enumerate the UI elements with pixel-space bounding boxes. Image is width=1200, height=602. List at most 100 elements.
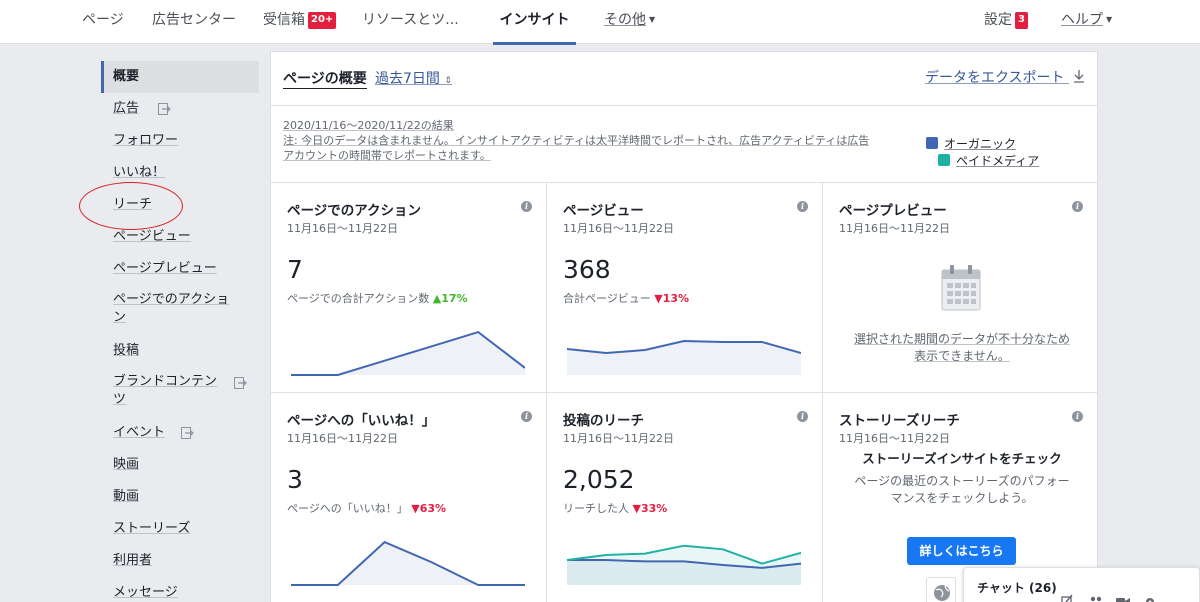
caret-down-icon: ▼ <box>649 15 656 24</box>
sparkline-post-reach <box>567 544 801 585</box>
message-line: 表示できません。 <box>914 349 1010 363</box>
date-range-label: 過去7日間 <box>375 71 440 87</box>
sidebar-item-movies[interactable]: 映画 <box>101 449 259 481</box>
date-range-selector[interactable]: 過去7日間 ⇕ <box>375 70 452 90</box>
card-title: 投稿のリーチ <box>563 413 644 429</box>
card-subtitle: リーチした人 ▼33% <box>563 500 667 516</box>
card-stories-reach[interactable]: ストーリーズリーチ 11月16日〜11月22日 i ストーリーズインサイトをチェ… <box>823 393 1097 602</box>
sidebar-item-label: イベント <box>113 425 166 440</box>
note-line: アカウントの時間帯でレポートされます。 <box>283 149 491 162</box>
nav-tab-insights[interactable]: インサイト <box>493 0 576 45</box>
sidebar-item-label: フォロワー <box>113 133 179 148</box>
export-data-link[interactable]: データをエクスポート <box>925 68 1085 88</box>
nav-tab-resources[interactable]: リソースとツ... <box>362 0 459 44</box>
info-icon[interactable]: i <box>1072 411 1083 422</box>
video-call-icon <box>1116 598 1130 602</box>
sidebar-item-videos[interactable]: 動画 <box>101 481 259 513</box>
nav-help[interactable]: ヘルプ ▼ <box>1061 0 1112 44</box>
trend-value: 33% <box>640 502 668 515</box>
trend-down: ▼13% <box>654 292 690 305</box>
stories-heading: ストーリーズインサイトをチェック <box>862 451 1062 466</box>
sparkline-line <box>291 540 525 586</box>
chart-legend: オーガニック ペイドメディア <box>926 136 1039 170</box>
sidebar-item-label: 映画 <box>113 457 140 472</box>
sidebar-item-label-wrap: ツ <box>113 392 127 407</box>
card-title: ページビュー <box>563 203 644 219</box>
sidebar-item-page-views[interactable]: ページビュー <box>101 221 259 253</box>
nav-tab-label: ページ <box>82 12 124 28</box>
sparkline-line <box>567 544 801 565</box>
nav-tab-page[interactable]: ページ <box>82 0 124 44</box>
sidebar-item-ads[interactable]: 広告 <box>101 93 259 125</box>
chat-toolbar-icons <box>1061 594 1154 602</box>
nav-tab-label: 受信箱 <box>263 12 305 28</box>
nav-settings-label: 設定 <box>984 12 1012 28</box>
card-page-previews[interactable]: ページプレビュー 11月16日〜11月22日 i 選択された期間のデータが不十分… <box>823 183 1097 393</box>
legend-swatch <box>938 154 950 166</box>
sidebar-item-label: 広告 <box>113 101 140 116</box>
sidebar-item-posts[interactable]: 投稿 <box>101 335 259 367</box>
sparkline-page-actions <box>291 330 525 376</box>
info-icon[interactable]: i <box>521 201 532 212</box>
top-navigation: ページ 広告センター 受信箱 20+ リソースとツ... インサイト その他 ▼ 設… <box>0 0 1200 45</box>
nav-tab-label: 広告センター <box>152 12 236 28</box>
nav-help-label: ヘルプ <box>1061 12 1103 28</box>
message-line: 選択された期間のデータが不十分なため <box>853 332 1070 346</box>
sidebar-item-label: 動画 <box>113 489 140 504</box>
info-icon[interactable]: i <box>521 411 532 422</box>
sparkline-area <box>567 560 801 585</box>
insufficient-data-message: 選択された期間のデータが不十分なため 表示できません。 <box>839 331 1085 365</box>
sidebar-item-label-wrap: ン <box>113 310 127 325</box>
sidebar-item-events[interactable]: イベント <box>101 417 259 449</box>
sparkline-area <box>291 542 525 585</box>
nav-settings[interactable]: 設定 3 <box>984 0 1028 44</box>
nav-tab-ad-center[interactable]: 広告センター <box>152 0 236 44</box>
insights-sidebar: 概要 広告 フォロワー いいね！ リーチ ページビュー ページプレビュー ページ… <box>101 61 259 602</box>
learn-more-button[interactable]: 詳しくはこちら <box>907 537 1016 565</box>
card-title: ページへの「いいね！」 <box>287 413 436 429</box>
sidebar-item-overview[interactable]: 概要 <box>101 61 259 93</box>
group-icon <box>1090 596 1102 602</box>
external-link-icon <box>234 377 247 389</box>
sidebar-item-branded-content[interactable]: ブランドコンテンツ <box>101 367 259 417</box>
nav-tab-more[interactable]: その他 ▼ <box>604 0 655 44</box>
card-value: 2,052 <box>563 465 635 494</box>
sparkline-page-views <box>567 339 801 375</box>
sidebar-item-label: ページでのアクショ <box>113 292 230 307</box>
nav-tab-inbox[interactable]: 受信箱 20+ <box>263 0 337 44</box>
card-page-views[interactable]: ページビュー 11月16日〜11月22日 i 368 合計ページビュー ▼13% <box>547 183 823 393</box>
card-title: ページプレビュー <box>839 203 947 219</box>
card-date: 11月16日〜11月22日 <box>839 222 950 235</box>
sidebar-item-followers[interactable]: フォロワー <box>101 125 259 157</box>
sidebar-item-page-actions[interactable]: ページでのアクション <box>101 285 259 335</box>
sort-arrows-icon: ⇕ <box>444 76 452 86</box>
panel-title: ページの概要 <box>283 71 367 89</box>
globe-button[interactable] <box>926 577 956 602</box>
card-value: 3 <box>287 465 303 494</box>
card-subtitle: ページでの合計アクション数 ▲17% <box>287 290 468 306</box>
calendar-icon <box>941 265 981 311</box>
external-link-icon <box>158 103 171 115</box>
settings-count-badge: 3 <box>1015 12 1028 29</box>
sidebar-item-likes[interactable]: いいね！ <box>101 157 259 189</box>
highlight-annotation-circle <box>79 182 183 230</box>
trend-value: 13% <box>662 292 690 305</box>
sidebar-item-stories[interactable]: ストーリーズ <box>101 513 259 545</box>
info-icon[interactable]: i <box>1072 201 1083 212</box>
card-post-reach[interactable]: 投稿のリーチ 11月16日〜11月22日 i 2,052 リーチした人 ▼33% <box>547 393 823 602</box>
card-page-likes[interactable]: ページへの「いいね！」 11月16日〜11月22日 i 3 ページへの「いいね！… <box>271 393 547 602</box>
chat-bar[interactable]: チャット (26) <box>963 567 1200 602</box>
sidebar-item-people[interactable]: 利用者 <box>101 545 259 577</box>
info-icon[interactable]: i <box>797 201 808 212</box>
sparkline-page-likes <box>291 540 525 586</box>
legend-organic: オーガニック <box>926 136 1039 153</box>
card-date: 11月16日〜11月22日 <box>287 432 398 445</box>
panel-header: ページの概要 過去7日間 ⇕ データをエクスポート <box>271 52 1097 106</box>
trend-value: 63% <box>419 502 447 515</box>
sidebar-item-page-previews[interactable]: ページプレビュー <box>101 253 259 285</box>
info-icon[interactable]: i <box>797 411 808 422</box>
sidebar-item-messages[interactable]: メッセージ <box>101 577 259 602</box>
sidebar-item-label: ページビュー <box>113 229 191 244</box>
chat-title: チャット (26) <box>977 581 1057 595</box>
card-page-actions[interactable]: ページでのアクション 11月16日〜11月22日 i 7 ページでの合計アクショ… <box>271 183 547 393</box>
